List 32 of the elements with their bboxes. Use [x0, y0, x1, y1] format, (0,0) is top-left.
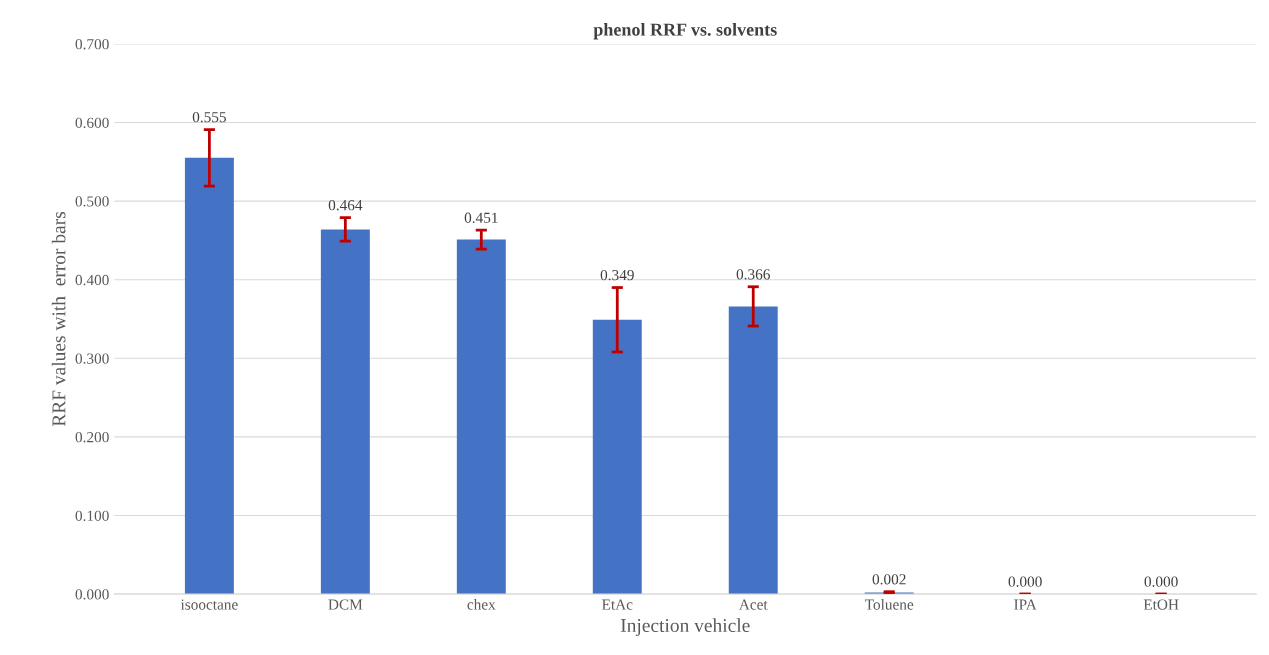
data-label: 0.002 [872, 574, 906, 585]
x-tick-label: DCM [328, 599, 363, 610]
bar [320, 229, 370, 595]
data-label: 0.000 [1008, 576, 1042, 587]
y-tick-label: 0.100 [75, 510, 109, 521]
y-tick-label: 0.500 [75, 196, 109, 207]
data-label: 0.366 [736, 269, 770, 280]
x-tick-label: Acet [738, 599, 768, 610]
x-tick-label: EtOH [1143, 599, 1179, 610]
chart-title: phenol RRF vs. solvents [593, 23, 777, 40]
bar [728, 306, 778, 595]
x-tick-label: IPA [1014, 599, 1037, 610]
x-tick-label: Toluene [864, 598, 914, 610]
data-label: 0.451 [464, 212, 498, 223]
x-axis-title: Injection vehicle [620, 618, 750, 636]
data-label: 0.555 [192, 111, 226, 123]
y-axis-title: RRF values with error bars [51, 211, 66, 427]
bar [592, 319, 642, 595]
bar [184, 157, 234, 595]
bar [456, 239, 506, 595]
data-label: 0.464 [328, 200, 363, 211]
y-tick-label: 0.700 [75, 39, 109, 50]
data-label: 0.000 [1144, 576, 1178, 587]
y-tick-label: 0.000 [75, 589, 109, 600]
y-tick-label: 0.600 [75, 117, 109, 128]
x-tick-label: isooctane [180, 599, 238, 610]
x-tick-label: chex [467, 598, 496, 610]
y-tick-label: 0.200 [75, 432, 109, 443]
y-tick-label: 0.300 [75, 353, 109, 364]
data-label: 0.349 [600, 269, 634, 281]
x-tick-label: EtAc [602, 599, 633, 610]
y-tick-label: 0.400 [75, 274, 109, 286]
